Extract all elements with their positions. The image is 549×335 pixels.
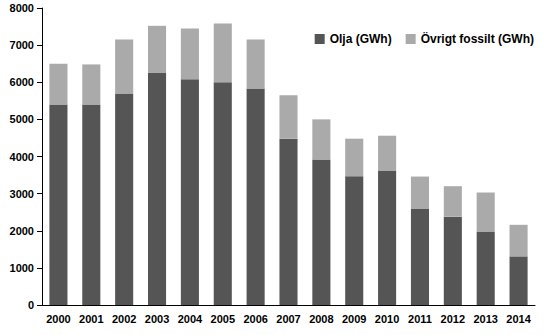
svg-text:1000: 1000	[10, 262, 34, 274]
svg-text:2006: 2006	[243, 313, 267, 325]
svg-text:2011: 2011	[408, 313, 432, 325]
svg-text:2004: 2004	[178, 313, 203, 325]
svg-text:2005: 2005	[211, 313, 235, 325]
svg-text:7000: 7000	[10, 39, 34, 51]
svg-text:6000: 6000	[10, 76, 34, 88]
svg-text:2008: 2008	[309, 313, 333, 325]
svg-text:2013: 2013	[473, 313, 497, 325]
svg-text:4000: 4000	[10, 151, 34, 163]
svg-text:Olja (GWh): Olja (GWh)	[330, 32, 392, 46]
svg-text:2012: 2012	[441, 313, 465, 325]
svg-text:2014: 2014	[506, 313, 531, 325]
svg-text:2001: 2001	[79, 313, 103, 325]
svg-text:5000: 5000	[10, 113, 34, 125]
svg-text:3000: 3000	[10, 188, 34, 200]
svg-text:Övrigt fossilt (GWh): Övrigt fossilt (GWh)	[421, 31, 534, 46]
svg-text:2000: 2000	[10, 225, 34, 237]
svg-text:0: 0	[28, 299, 34, 311]
svg-text:2000: 2000	[46, 313, 70, 325]
svg-text:2007: 2007	[276, 313, 300, 325]
svg-text:2010: 2010	[375, 313, 399, 325]
svg-text:2003: 2003	[145, 313, 169, 325]
svg-text:2009: 2009	[342, 313, 366, 325]
svg-text:2002: 2002	[112, 313, 136, 325]
svg-text:8000: 8000	[10, 2, 34, 14]
